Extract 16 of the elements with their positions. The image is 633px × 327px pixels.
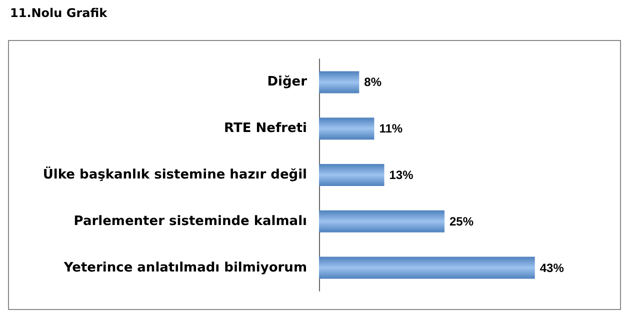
data-label: 43% [540,260,564,275]
data-label: 8% [364,75,382,90]
bar [319,256,535,279]
data-label: 11% [379,122,403,136]
bar [319,164,384,186]
y-tick-label: RTE Nefreti [224,121,307,136]
y-tick-label: Parlementer sisteminde kalmalı [74,214,307,229]
data-label: 13% [389,168,414,182]
data-label: 25% [450,214,474,228]
y-tick-label: Yeterince anlatılmadı bilmiyorum [62,260,307,276]
bar [319,210,444,232]
y-tick-label: Diğer [267,74,308,90]
bar [319,71,360,94]
text: 11.Nolu Grafik [10,6,108,20]
bar [319,118,374,140]
y-tick-label: Ülke başkanlık sistemine hazır değil [42,166,307,182]
